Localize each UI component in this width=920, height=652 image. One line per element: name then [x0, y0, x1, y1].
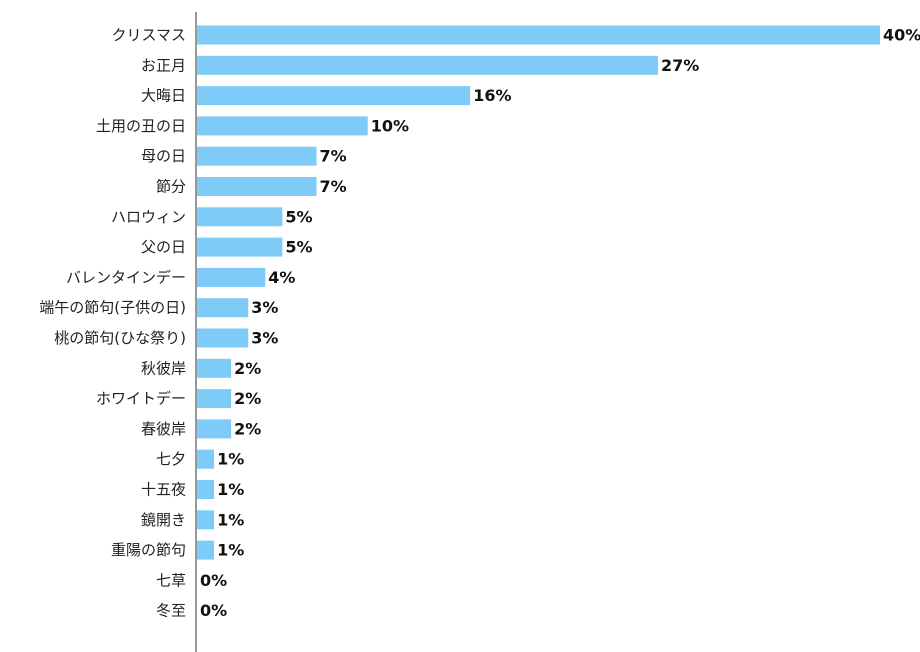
- category-label: バレンタインデー: [66, 268, 186, 286]
- category-label: 母の日: [141, 147, 186, 165]
- category-label: 節分: [156, 178, 186, 196]
- value-label: 1%: [217, 450, 244, 469]
- value-label: 27%: [661, 56, 699, 75]
- bar: [197, 86, 471, 106]
- value-label: 5%: [285, 238, 312, 257]
- category-label: 春彼岸: [141, 420, 186, 438]
- bar: [197, 146, 317, 166]
- bar-group: [197, 25, 880, 560]
- bar: [197, 510, 215, 530]
- category-label: 鏡開き: [141, 511, 186, 529]
- category-label: 土用の丑の日: [96, 117, 186, 135]
- category-label: 大晦日: [141, 87, 186, 105]
- bar: [197, 298, 249, 318]
- value-label: 10%: [371, 116, 409, 135]
- value-label: 1%: [217, 510, 244, 529]
- bar: [197, 449, 215, 469]
- bar: [197, 328, 249, 348]
- bar: [197, 116, 368, 136]
- bar: [197, 237, 283, 257]
- bar: [197, 419, 232, 439]
- value-label: 4%: [268, 268, 295, 287]
- category-label: 冬至: [156, 602, 186, 620]
- value-label: 7%: [320, 147, 347, 166]
- bar: [197, 55, 659, 75]
- bar: [197, 480, 215, 499]
- value-label: 2%: [234, 359, 261, 378]
- category-label: 七夕: [156, 450, 186, 468]
- bar: [197, 267, 266, 287]
- category-label: クリスマス: [111, 26, 186, 44]
- value-label-group: 40% 27% 16% 10% 7% 7% 5% 5% 4% 3% 3% 2% 2% 2% 1% 1% 1% 1%…: [200, 26, 920, 621]
- value-label: 1%: [217, 541, 244, 560]
- category-label: 秋彼岸: [141, 359, 186, 377]
- bar: [197, 358, 232, 378]
- value-label: 2%: [234, 419, 261, 438]
- category-label: 十五夜: [141, 481, 186, 499]
- value-label: 0%: [200, 571, 227, 590]
- value-label: 0%: [200, 601, 227, 620]
- category-label: ホワイトデー: [96, 390, 186, 408]
- category-label: 七草: [156, 571, 186, 589]
- value-label: 7%: [320, 177, 347, 196]
- value-label: 3%: [251, 329, 278, 348]
- category-label: 端午の節句(子供の日): [39, 299, 186, 317]
- bar: [197, 25, 880, 45]
- bar: [197, 177, 317, 196]
- bar: [197, 389, 232, 409]
- category-label: お正月: [141, 56, 186, 74]
- value-label: 3%: [251, 298, 278, 317]
- value-label: 40%: [883, 26, 920, 45]
- value-label: 1%: [217, 480, 244, 499]
- value-label: 2%: [234, 389, 261, 408]
- bar: [197, 540, 215, 560]
- category-label: ハロウィン: [111, 208, 186, 226]
- value-label: 5%: [285, 207, 312, 226]
- value-label: 16%: [473, 86, 511, 105]
- category-label: 重陽の節句: [111, 541, 186, 559]
- category-label: 父の日: [141, 238, 186, 256]
- category-label-group: クリスマスお正月大晦日土用の丑の日母の日節分ハロウィン父の日バレンタインデー端午…: [39, 26, 186, 620]
- bar: [197, 207, 283, 227]
- category-label: 桃の節句(ひな祭り): [54, 329, 186, 347]
